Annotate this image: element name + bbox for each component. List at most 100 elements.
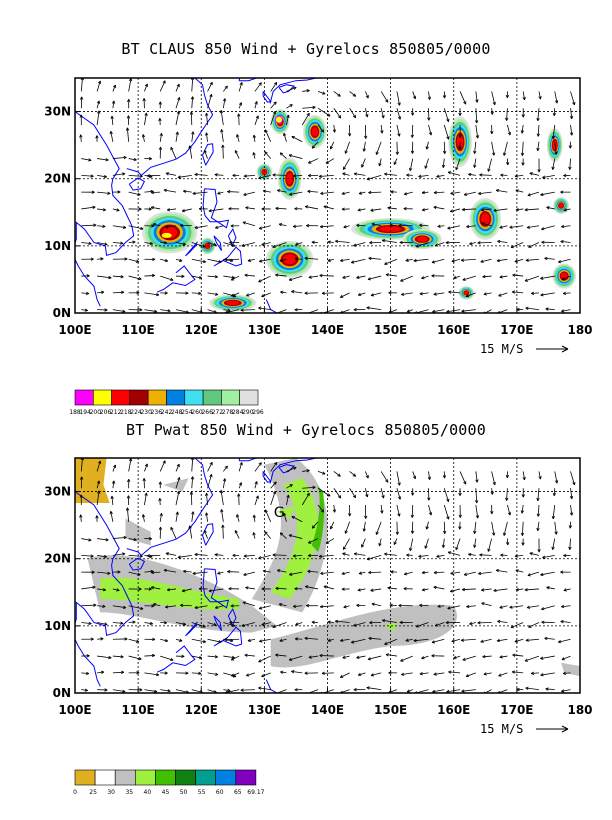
wind-vector: [479, 555, 491, 556]
wind-vector: [259, 656, 271, 662]
vector-scale-label: 15 M/S: [480, 342, 523, 356]
colorbar-swatch: [130, 390, 148, 405]
x-tick-label: 170E: [500, 323, 533, 337]
wind-vector: [320, 275, 334, 276]
colorbar-swatch: [148, 390, 166, 405]
wind-vector: [271, 491, 276, 505]
y-tick-label: 30N: [44, 105, 71, 119]
y-tick-label: 10N: [44, 239, 71, 253]
panel-1-title: BT CLAUS 850 Wind + Gyrelocs 850805/0000: [0, 40, 612, 58]
wind-vector: [241, 690, 255, 691]
wind-vector: [522, 142, 523, 156]
wind-vector: [381, 471, 388, 482]
colorbar-swatch: [203, 390, 221, 405]
wind-vector: [462, 589, 476, 590]
wind-vector: [239, 114, 240, 125]
wind-vector: [304, 310, 318, 315]
colorbar-label: 25: [89, 789, 97, 796]
x-tick-label: 160E: [437, 703, 470, 717]
y-tick-label: 30N: [44, 485, 71, 499]
colorbar-swatch: [95, 770, 115, 785]
cloud-core: [162, 233, 172, 238]
coastline: [157, 266, 195, 292]
y-tick-label: 20N: [44, 172, 71, 186]
colorbar-swatch: [185, 390, 203, 405]
wind-vector: [265, 152, 271, 159]
wind-vector: [255, 463, 262, 472]
wind-vector: [280, 153, 286, 159]
y-tick-label: 0N: [53, 306, 71, 320]
colorbar-swatch: [155, 770, 175, 785]
colorbar-swatch: [240, 390, 258, 405]
wind-vector: [292, 136, 302, 141]
x-tick-label: 140E: [311, 703, 344, 717]
wind-vector: [265, 130, 270, 142]
colorbar-swatch: [236, 770, 256, 785]
x-tick-label: 110E: [122, 323, 155, 337]
colorbar-label: 45: [162, 789, 170, 796]
colorbar-label: 0: [73, 789, 77, 796]
gyre-marker: [275, 116, 282, 123]
wind-vector: [318, 108, 330, 116]
wind-vector: [334, 108, 341, 118]
cloud-cluster: [278, 158, 302, 200]
wind-vector: [522, 522, 523, 536]
coastline: [127, 78, 213, 175]
colorbar-swatch: [196, 770, 216, 785]
wind-vector: [265, 510, 270, 522]
gyre-marker-label: G: [274, 505, 285, 521]
panel-2-title: BT Pwat 850 Wind + Gyrelocs 850805/0000: [0, 421, 612, 439]
cloud-cluster: [209, 295, 256, 312]
cloud-shade: [312, 127, 318, 136]
wind-vector: [255, 83, 262, 92]
x-tick-label: 120E: [185, 703, 218, 717]
wind-vector: [460, 471, 466, 484]
wind-vector: [444, 505, 448, 519]
wind-vector: [343, 539, 349, 550]
wind-vector: [171, 147, 176, 158]
colorbar-label: 69.17: [247, 789, 264, 796]
wind-vector: [400, 656, 412, 661]
x-tick-label: 180: [567, 323, 592, 337]
wind-vector: [223, 145, 224, 159]
colorbar-swatch: [75, 770, 95, 785]
wind-vector: [227, 192, 239, 193]
wind-vector: [400, 276, 412, 281]
colorbar-label: 40: [144, 789, 152, 796]
map-field-layer: [72, 60, 580, 316]
coastline: [214, 247, 242, 266]
cloud-shade: [417, 236, 428, 241]
colorbar-label: 60: [216, 789, 224, 796]
y-tick-label: 20N: [44, 552, 71, 566]
colorbar-swatch: [167, 390, 185, 405]
colorbar-swatch: [112, 390, 130, 405]
coastline: [279, 85, 294, 93]
wind-vector: [171, 527, 176, 538]
vector-scale-label: 15 M/S: [480, 722, 523, 736]
cloud-cluster: [142, 211, 197, 253]
cloud-cluster: [552, 263, 576, 288]
colorbar-label: 55: [198, 789, 206, 796]
coastline: [266, 680, 283, 697]
x-tick-label: 140E: [311, 323, 344, 337]
wind-vector: [343, 159, 349, 170]
colorbar-label: 296: [252, 409, 264, 416]
x-tick-label: 170E: [500, 703, 533, 717]
colorbar-swatch: [115, 770, 135, 785]
x-tick-label: 100E: [58, 703, 91, 717]
y-tick-label: 10N: [44, 619, 71, 633]
coastline: [203, 524, 214, 546]
coastline: [263, 91, 271, 102]
coastline: [203, 144, 214, 166]
wind-vector: [81, 605, 96, 606]
y-tick-label: 0N: [53, 686, 71, 700]
x-tick-label: 110E: [122, 703, 155, 717]
wind-vector: [223, 525, 224, 539]
colorbar-swatch: [221, 390, 239, 405]
cloud-cluster: [470, 198, 502, 240]
wind-vector: [334, 488, 341, 498]
wind-vector: [265, 532, 271, 539]
wind-vector: [376, 522, 381, 535]
